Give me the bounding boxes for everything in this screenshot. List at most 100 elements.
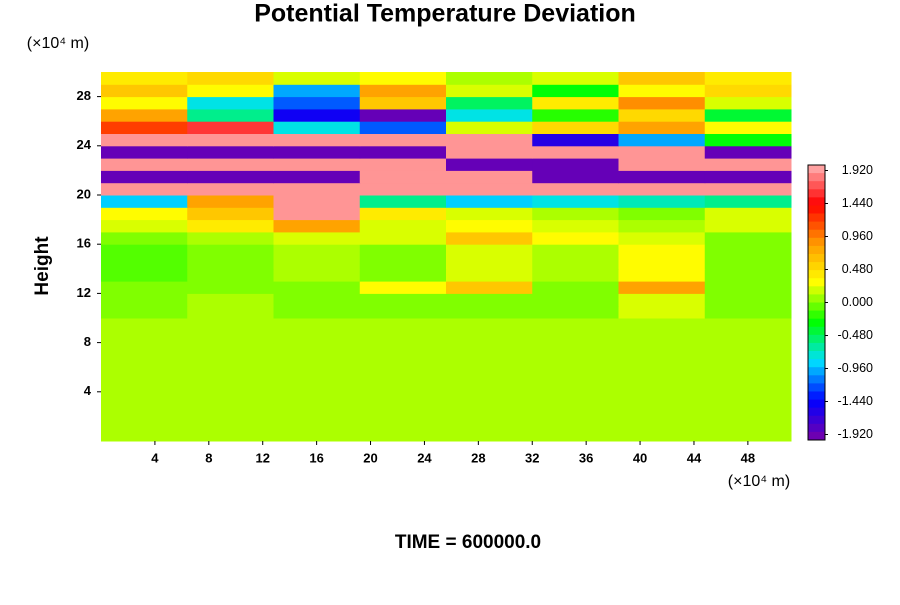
heat-cell: [273, 121, 361, 134]
heat-cell: [359, 72, 447, 85]
heat-cell: [618, 231, 706, 245]
heat-cell: [359, 379, 447, 393]
heat-cell: [273, 256, 361, 270]
heat-cell: [704, 268, 792, 282]
heat-cell: [704, 121, 792, 134]
heat-cell: [187, 354, 274, 368]
heat-cell: [704, 330, 792, 344]
heat-cell: [359, 84, 447, 98]
heat-cell: [704, 84, 792, 98]
heat-cell: [618, 268, 706, 282]
colorbar-band: [808, 399, 825, 409]
heat-cell: [618, 195, 706, 208]
x-tick-label: 40: [633, 450, 647, 465]
heat-cell: [187, 293, 274, 307]
heat-cell: [532, 133, 619, 147]
heat-cell: [704, 404, 792, 417]
heat-cell: [273, 367, 361, 380]
heat-cell: [273, 342, 361, 356]
heat-cell: [359, 145, 447, 159]
heat-cell: [704, 428, 792, 442]
heat-cell: [618, 428, 706, 442]
footer: TIME = 600000.0: [395, 532, 541, 553]
heat-cell: [187, 219, 274, 233]
heat-cell: [187, 244, 274, 257]
heat-cell: [618, 404, 706, 417]
heat-cell: [273, 428, 361, 442]
heat-cell: [532, 318, 619, 331]
heat-cell: [532, 379, 619, 393]
heat-cell: [101, 182, 188, 196]
heat-cell: [273, 207, 361, 221]
colorbar-band: [808, 415, 825, 425]
heat-cell: [532, 207, 619, 221]
colorbar-band: [808, 294, 825, 303]
y-tick-label: 12: [77, 285, 91, 300]
heat-cell: [532, 256, 619, 270]
heat-cell: [618, 219, 706, 233]
colorbar-tick-label: -0.480: [838, 328, 873, 342]
heat-cell: [187, 281, 274, 294]
heat-cell: [101, 158, 188, 171]
heat-cell: [359, 108, 447, 122]
colorbar-band: [808, 342, 825, 352]
y-tick-label: 16: [77, 236, 91, 251]
heat-cell: [187, 342, 274, 356]
heat-cell: [101, 391, 188, 405]
heat-cell: [446, 330, 533, 344]
heat-cell: [359, 342, 447, 356]
x-tick-label: 48: [741, 450, 755, 465]
heat-cell: [704, 256, 792, 270]
heat-cell: [187, 207, 274, 221]
heat-cell: [359, 416, 447, 430]
heat-cell: [187, 268, 274, 282]
heat-cell: [446, 379, 533, 393]
colorbar-band: [808, 221, 825, 231]
heat-cell: [101, 379, 188, 393]
heat-cell: [446, 391, 533, 405]
heat-cell: [704, 416, 792, 430]
heat-cell: [273, 416, 361, 430]
heat-cell: [532, 170, 619, 184]
y-tick-label: 4: [84, 383, 92, 398]
colorbar-band: [808, 278, 825, 287]
heat-cell: [704, 108, 792, 122]
colorbar-tick-label: 1.920: [842, 163, 873, 177]
heat-cell: [446, 256, 533, 270]
heat-cell: [704, 231, 792, 245]
heat-cell: [101, 231, 188, 245]
heat-cell: [704, 244, 792, 257]
heat-cell: [101, 133, 188, 147]
heat-cell: [273, 305, 361, 319]
heat-cell: [618, 305, 706, 319]
colorbar-band: [808, 286, 825, 295]
colorbar-band: [808, 383, 825, 392]
heat-cell: [359, 293, 447, 307]
heat-cell: [446, 354, 533, 368]
heat-cell: [446, 342, 533, 356]
heat-cell: [273, 391, 361, 405]
heat-cell: [532, 145, 619, 159]
heat-cell: [618, 145, 706, 159]
heat-cell: [273, 404, 361, 417]
heat-cell: [618, 170, 706, 184]
heat-cell: [359, 367, 447, 380]
heat-cell: [101, 305, 188, 319]
heat-cell: [273, 244, 361, 257]
y-unit: (×10⁴ m): [27, 35, 89, 52]
heat-cell: [273, 379, 361, 393]
heat-cell: [273, 96, 361, 110]
colorbar-band: [808, 334, 825, 344]
heat-cell: [187, 318, 274, 331]
heat-cell: [704, 195, 792, 208]
heat-cell: [187, 145, 274, 159]
colorbar-band: [808, 431, 825, 441]
colorbar-band: [808, 197, 825, 206]
colorbar-band: [808, 253, 825, 263]
heat-cell: [273, 293, 361, 307]
heat-cell: [704, 96, 792, 110]
colorbar-tick-label: -1.440: [838, 394, 873, 408]
heat-cell: [446, 293, 533, 307]
heat-cell: [359, 170, 447, 184]
colorbar-band: [808, 310, 825, 320]
